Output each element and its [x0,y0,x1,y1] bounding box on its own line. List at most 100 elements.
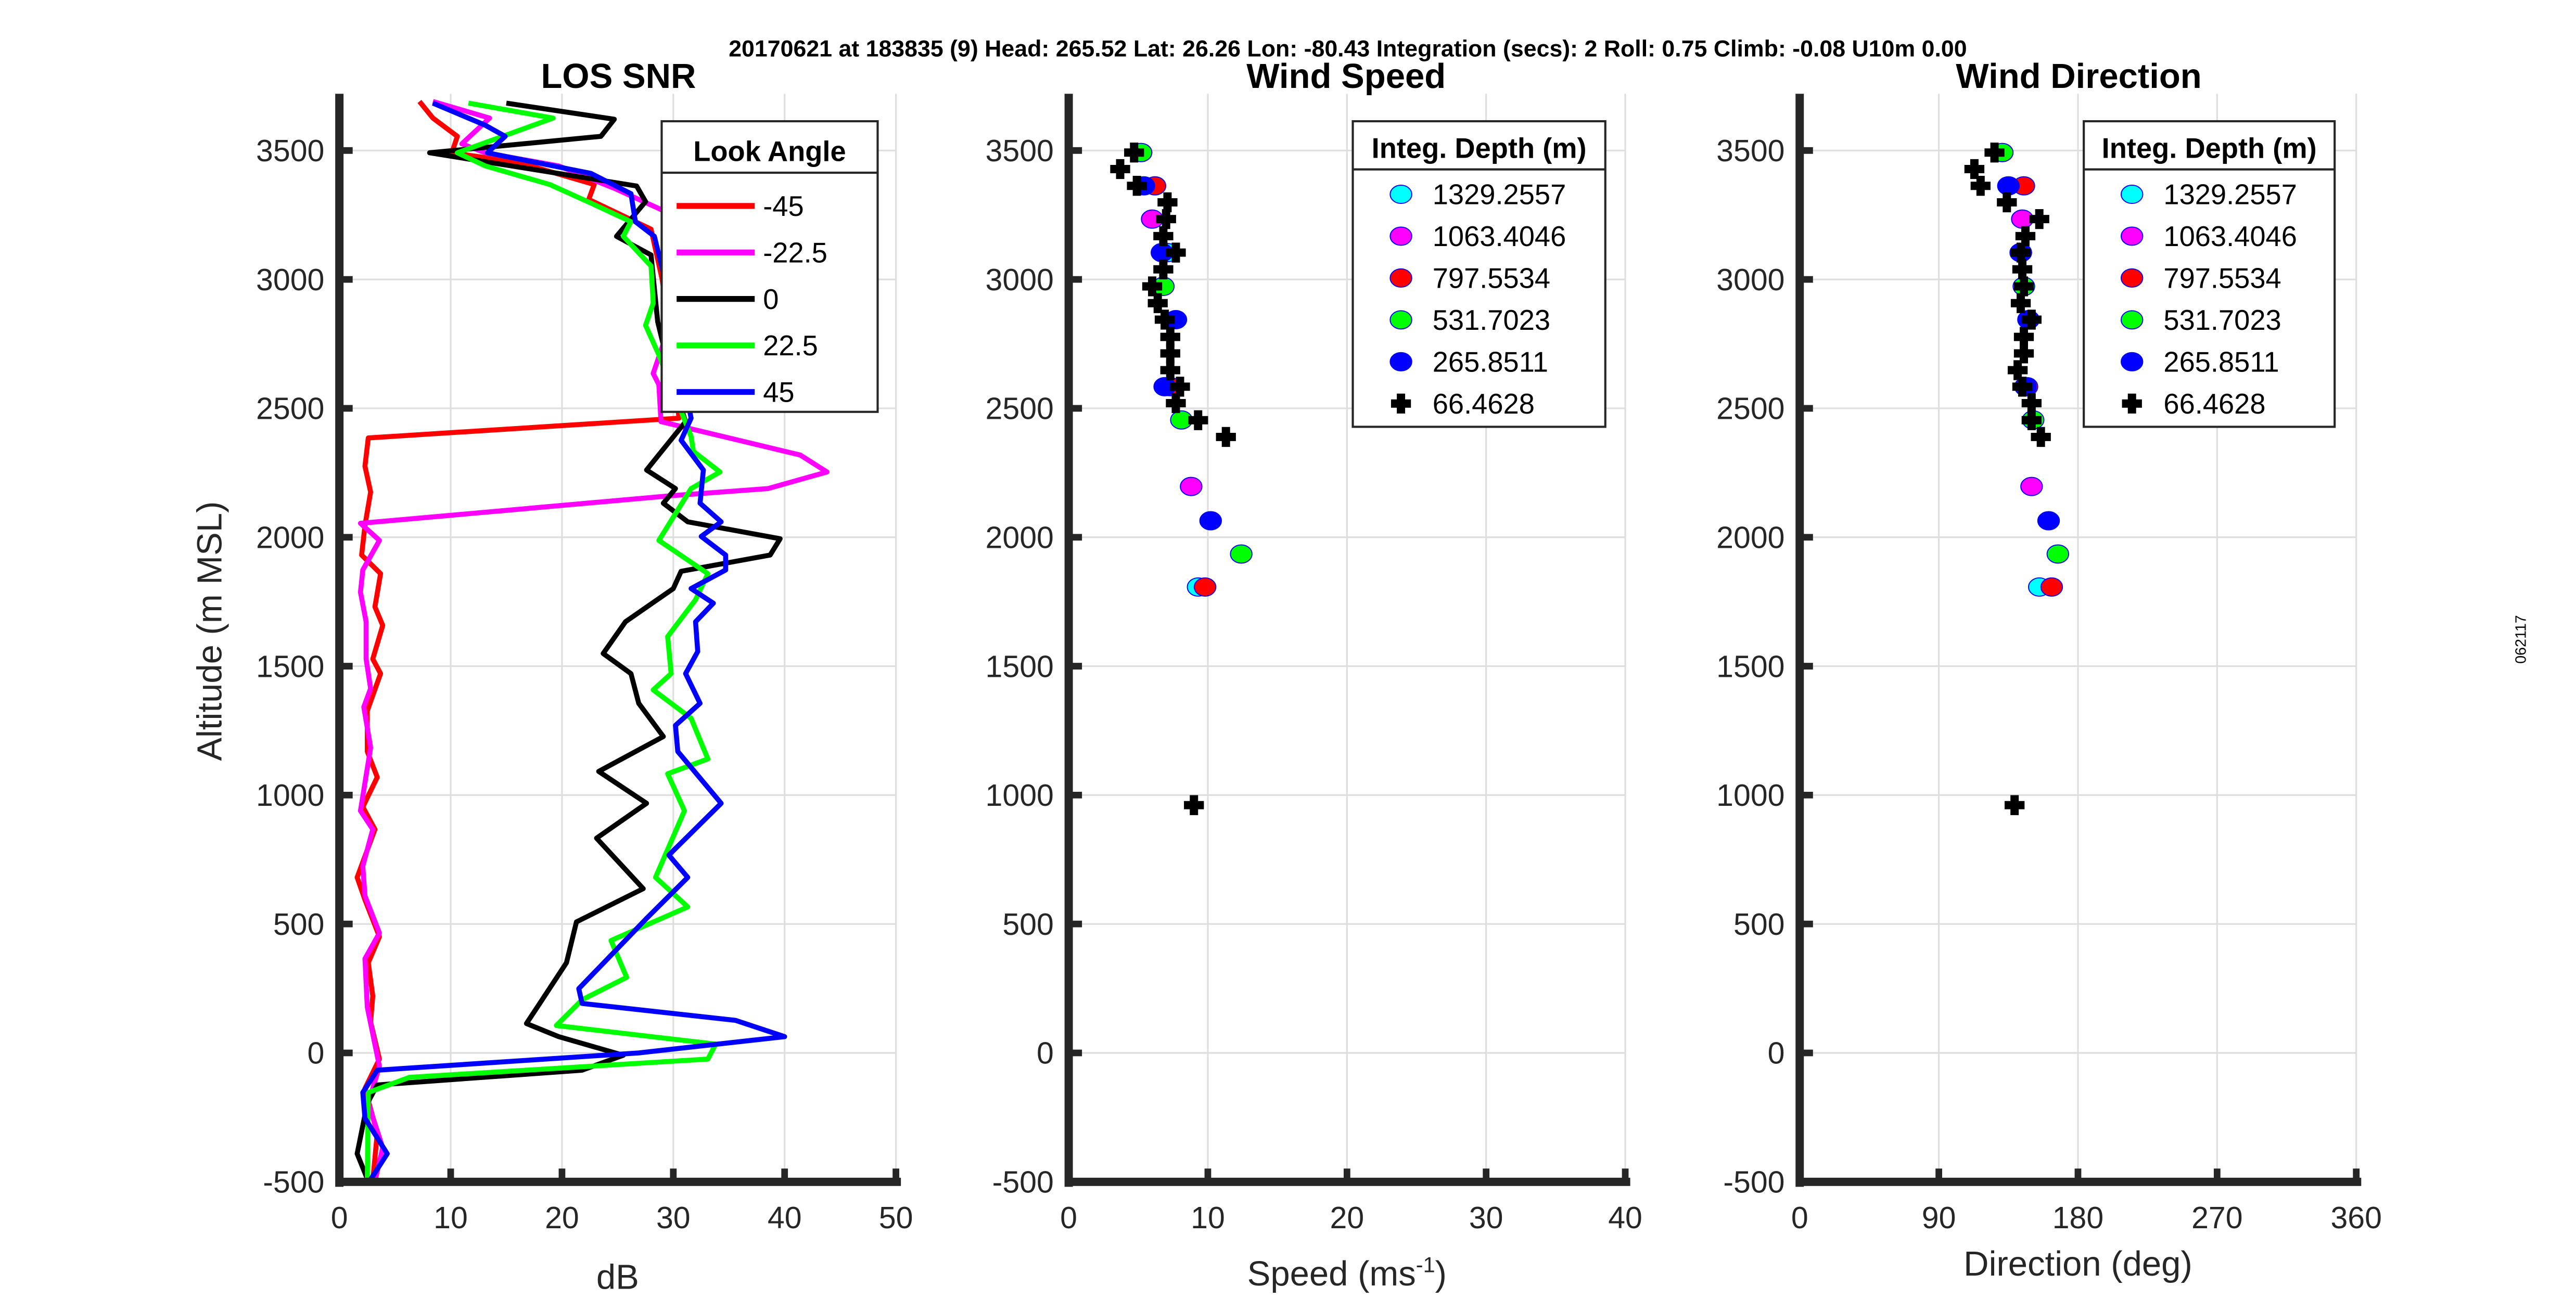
data-point-66.4628 [1147,293,1168,313]
x-axis-label: dB [596,1257,639,1296]
data-point-66.4628 [2021,310,2042,330]
data-point-66.4628 [2012,377,2033,397]
legend-marker-swatch [1389,226,1412,246]
legend-item--22.5[interactable]: -22.5 [677,237,827,268]
y-tick-label: 2500 [256,392,324,426]
data-point-66.4628 [1166,393,1186,414]
data-point-1063.4046 [2020,477,2043,496]
y-tick-label: 3500 [986,134,1054,168]
y-tick-label: 500 [1733,907,1785,942]
y-tick-label: 0 [308,1036,325,1071]
subplot-title: Wind Speed [1246,57,1446,96]
x-tick-label: 360 [2330,1201,2382,1235]
data-point-66.4628 [1153,226,1174,247]
legend-item--45[interactable]: -45 [677,190,804,222]
legend-item-531.7023[interactable]: 531.7023 [1389,304,1550,336]
legend-label: 531.7023 [2163,304,2281,336]
y-tick-label: 3000 [256,263,324,297]
x-tick-label: 40 [1608,1201,1642,1235]
x-axis-label-text: Speed (ms [1247,1254,1416,1293]
legend[interactable]: Integ. Depth (m) 1329.2557 1063.4046 797.55… [1351,120,1606,428]
data-point-797.5534 [1193,577,1217,597]
x-tick-label: 50 [879,1201,913,1235]
legend-title: Integ. Depth (m) [2102,132,2317,164]
data-point-66.4628 [2031,427,2051,447]
legend-label: 66.4628 [1433,388,1535,420]
subplot-title: LOS SNR [541,57,696,96]
data-layer [1110,143,1253,815]
data-point-1063.4046 [1180,477,1203,496]
data-point-66.4628 [1153,259,1174,279]
data-point-66.4628 [2021,410,2042,430]
x-tick-label: 40 [768,1201,802,1235]
x-axis-label-end: ) [1435,1254,1447,1293]
legend-label: 1329.2557 [1433,179,1566,211]
data-point-66.4628 [1124,143,1144,163]
y-tick-label: 1000 [1716,778,1784,813]
data-point-66.4628 [1166,242,1186,263]
y-tick-label: 500 [1002,907,1054,942]
legend-marker-swatch [1389,310,1412,330]
y-tick-label: 0 [1037,1036,1054,1071]
legend-item-66.4628[interactable]: 66.4628 [2122,388,2266,420]
x-tick-label: 30 [656,1201,691,1235]
legend-title: Integ. Depth (m) [1372,132,1587,164]
data-point-66.4628 [2012,259,2033,279]
legend-item-265.8511[interactable]: 265.8511 [2121,346,2279,378]
legend-item-797.5534[interactable]: 797.5534 [2121,263,2281,294]
legend-marker-swatch [2121,226,2144,246]
series-line--22.5 [358,99,830,1182]
data-point-531.7023 [1230,544,1253,564]
legend-label: -22.5 [763,237,827,268]
legend-label: 22.5 [763,330,818,362]
legend-title: Look Angle [693,136,846,168]
legend-label: 797.5534 [1433,263,1550,294]
y-axis-label: Altitude (m MSL) [190,501,229,761]
legend-item-1329.2557[interactable]: 1329.2557 [1389,179,1566,211]
legend-marker-swatch [1389,268,1412,288]
data-point-66.4628 [2010,293,2031,313]
legend-label: 0 [763,284,779,315]
legend-item-1329.2557[interactable]: 1329.2557 [2121,179,2297,211]
y-tick-label: 1000 [986,778,1054,813]
data-point-66.4628 [1184,795,1204,815]
y-tick-label: 2500 [1716,392,1784,426]
subplot-title: Wind Direction [1956,57,2201,96]
x-tick-label: 270 [2191,1201,2243,1235]
legend-marker-swatch [2121,352,2144,371]
x-axis-label-exponent: -1 [1416,1252,1435,1277]
data-point-66.4628 [1188,410,1208,430]
legend-item-265.8511[interactable]: 265.8511 [1389,346,1548,378]
x-tick-label: 0 [1791,1201,1808,1235]
y-tick-label: 2500 [986,392,1054,426]
data-point-66.4628 [1970,176,1991,196]
data-point-531.7023 [2046,544,2070,564]
y-tick-label: 1500 [986,649,1054,684]
legend-item-66.4628[interactable]: 66.4628 [1391,388,1535,420]
legend[interactable]: Look Angle -45 -22.5 0 22.5 45 [660,120,879,413]
data-point-66.4628 [2005,795,2025,815]
legend-item-1063.4046[interactable]: 1063.4046 [1389,221,1566,252]
data-point-66.4628 [1142,276,1163,297]
legend-marker-swatch [2121,310,2144,330]
legend-item-45[interactable]: 45 [677,377,795,408]
data-point-265.8511 [1997,176,2020,196]
data-point-66.4628 [2021,393,2042,414]
legend-item-22.5[interactable]: 22.5 [677,330,818,362]
data-point-265.8511 [1199,511,1222,531]
data-point-66.4628 [1997,192,2017,213]
legend-label: 45 [763,377,794,408]
legend[interactable]: Integ. Depth (m) 1329.2557 1063.4046 797.55… [2083,120,2336,428]
legend-item-797.5534[interactable]: 797.5534 [1389,263,1550,294]
legend-marker-swatch [2122,393,2142,414]
y-tick-label: 2000 [1716,520,1784,555]
legend-label: 1063.4046 [2163,221,2297,252]
x-tick-label: 0 [1060,1201,1077,1235]
y-tick-label: 1500 [1716,649,1784,684]
series-line-45 [360,100,787,1182]
legend-item-531.7023[interactable]: 531.7023 [2121,304,2281,336]
legend-item-0[interactable]: 0 [677,284,779,315]
y-tick-label: 1500 [256,649,324,684]
legend-item-1063.4046[interactable]: 1063.4046 [2121,221,2297,252]
